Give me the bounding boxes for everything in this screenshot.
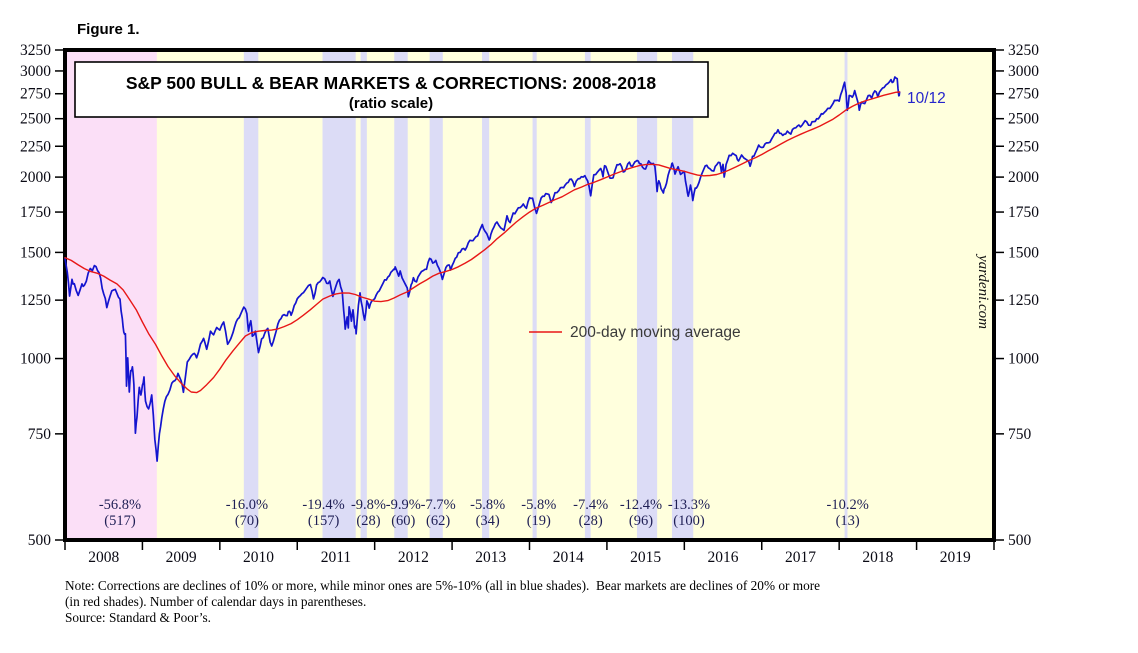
price-series-lines [64,76,901,462]
decline-days-label: (157) [308,513,340,529]
x-tick-label: 2014 [553,549,584,566]
note-line-1: Note: Corrections are declines of 10% or… [65,578,821,593]
legend-label: 200-day moving average [570,324,741,341]
source-line: Source: Standard & Poor’s. [65,610,212,625]
decline-days-label: (28) [579,513,603,529]
decline-pct-label: -5.8% [470,497,505,513]
decline-days-label: (70) [235,513,259,529]
series-end-date-label: 10/12 [907,90,946,107]
plot-area-fill [65,50,994,540]
decline-pct-label: -19.4% [302,497,344,513]
x-tick-label: 2010 [243,549,274,566]
correction-band [243,50,259,540]
y-tick-label-left: 500 [28,532,52,549]
decline-pct-label: -7.4% [573,497,608,513]
y-tick-label-right: 1250 [1008,292,1039,309]
decline-annotations: -56.8%(517)-16.0%(70)-19.4%(157)-9.8%(28… [99,497,869,529]
x-tick-label: 2012 [398,549,429,566]
watermark-yardeni: yardeni.com [975,253,991,329]
decline-pct-label: -13.3% [668,497,710,513]
decline-pct-label: -16.0% [226,497,268,513]
decline-pct-label: -12.4% [620,497,662,513]
correction-band [671,50,694,540]
legend: 200-day moving average [529,324,741,341]
note-line-2: (in red shades). Number of calendar days… [65,594,367,609]
decline-days-label: (34) [476,513,500,529]
y-tick-label-right: 1500 [1008,244,1039,261]
axes-and-ticks: 500 500 750 750 1000 1000 1250 1250 1500 1500 1750… [20,42,1039,566]
decline-days-label: (96) [629,513,653,529]
y-tick-label-left: 3250 [20,42,51,59]
x-tick-label: 2008 [88,549,119,566]
y-tick-label-left: 1250 [20,292,51,309]
title-box: S&P 500 BULL & BEAR MARKETS & CORRECTION… [74,61,709,118]
correction-band [584,50,591,540]
x-tick-label: 2015 [630,549,661,566]
y-tick-label-left: 2750 [20,86,51,103]
y-tick-label-right: 750 [1008,426,1032,443]
y-tick-label-right: 3000 [1008,63,1039,80]
correction-band [429,50,443,540]
y-tick-label-right: 2750 [1008,86,1039,103]
decline-days-label: (517) [104,513,136,529]
y-tick-label-right: 3250 [1008,42,1039,59]
x-tick-label: 2011 [321,549,351,566]
x-tick-label: 2018 [862,549,893,566]
y-tick-label-right: 2250 [1008,138,1039,155]
y-tick-label-left: 3000 [20,63,51,80]
decline-days-label: (13) [836,513,860,529]
correction-band [844,50,848,540]
y-tick-label-left: 1000 [20,351,51,368]
decline-pct-label: -10.2% [827,497,869,513]
y-tick-label-right: 2500 [1008,111,1039,128]
decline-days-label: (28) [356,513,380,529]
footnote-block: Note: Corrections are declines of 10% or… [65,578,820,626]
figure-label: Figure 1. [77,21,140,38]
x-tick-label: 2016 [708,549,739,566]
decline-pct-label: -9.9% [386,497,421,513]
chart-title-line1: S&P 500 BULL & BEAR MARKETS & CORRECTION… [126,73,657,93]
moving-average-line [64,91,901,394]
decline-days-label: (100) [673,513,705,529]
x-tick-label: 2013 [475,549,506,566]
correction-band [482,50,490,540]
correction-band [360,50,367,540]
sp500-price-line [64,76,901,462]
y-tick-label-right: 1000 [1008,351,1039,368]
correction-bands [65,50,848,540]
y-tick-label-left: 1750 [20,204,51,221]
x-tick-label: 2017 [785,549,816,566]
y-tick-label-left: 2000 [20,169,51,186]
decline-pct-label: -7.7% [421,497,456,513]
chart-title-line2: (ratio scale) [349,95,433,112]
plot-frame [63,48,996,542]
y-tick-label-right: 1750 [1008,204,1039,221]
y-tick-label-left: 2250 [20,138,51,155]
correction-band [322,50,356,540]
decline-pct-label: -56.8% [99,497,141,513]
plot-background [65,50,994,540]
decline-days-label: (19) [527,513,551,529]
y-tick-label-left: 750 [28,426,52,443]
decline-days-label: (62) [426,513,450,529]
y-tick-label-right: 500 [1008,532,1032,549]
x-tick-label: 2009 [166,549,197,566]
y-tick-label-left: 2500 [20,111,51,128]
correction-band [636,50,658,540]
decline-pct-label: -5.8% [521,497,556,513]
decline-days-label: (60) [391,513,415,529]
decline-pct-label: -9.8% [351,497,386,513]
y-tick-label-left: 1500 [20,244,51,261]
y-tick-label-right: 2000 [1008,169,1039,186]
correction-band [532,50,537,540]
x-tick-label: 2019 [940,549,971,566]
